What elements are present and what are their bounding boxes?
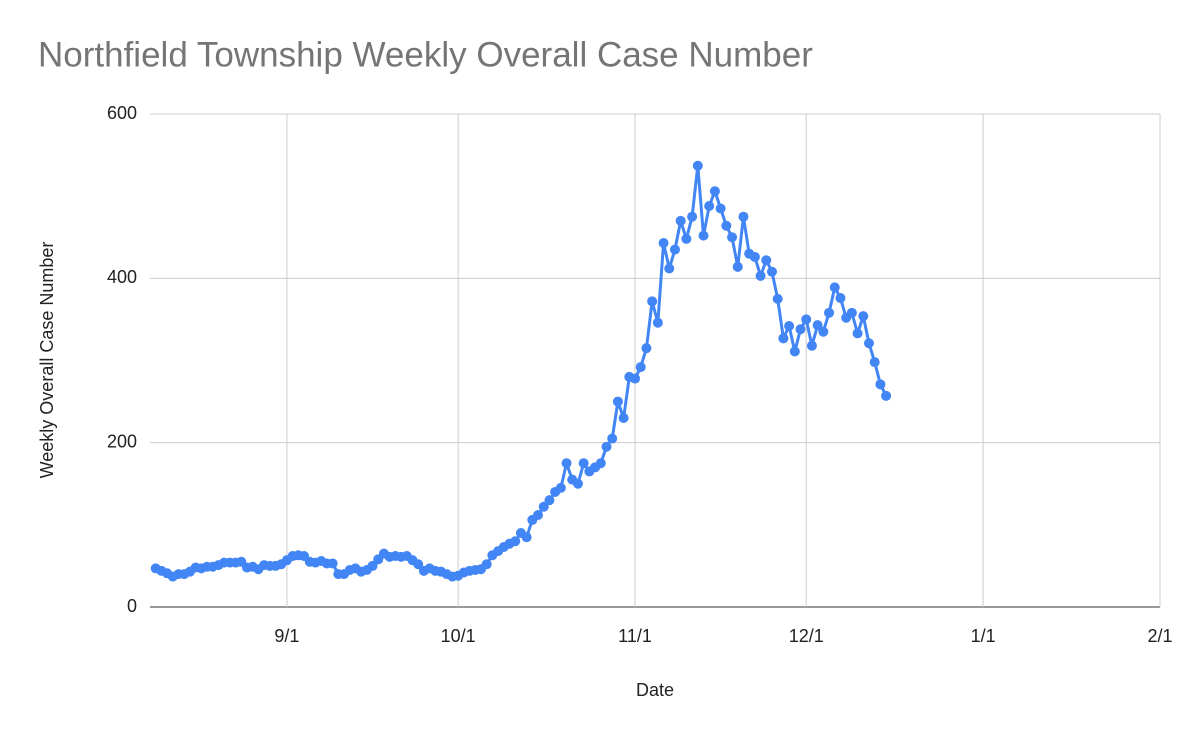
x-tick-label: 9/1 — [274, 626, 299, 646]
point — [521, 532, 532, 543]
point — [630, 373, 641, 384]
x-tick-label: 1/1 — [971, 626, 996, 646]
point — [749, 251, 760, 262]
point — [778, 333, 789, 344]
point — [687, 211, 698, 222]
point — [766, 266, 777, 277]
point — [846, 307, 857, 318]
x-tick-label: 2/1 — [1147, 626, 1172, 646]
point — [698, 230, 709, 241]
point — [869, 357, 880, 368]
point — [761, 255, 772, 266]
y-axis-label: Weekly Overall Case Number — [37, 242, 57, 479]
point — [510, 536, 521, 547]
point — [755, 270, 766, 281]
point — [555, 482, 566, 493]
point — [647, 296, 658, 307]
point — [658, 238, 669, 249]
point — [572, 478, 583, 489]
point — [812, 320, 823, 331]
point — [481, 559, 492, 570]
point — [875, 379, 886, 390]
point — [595, 458, 606, 469]
x-tick-label: 12/1 — [789, 626, 824, 646]
point — [818, 326, 829, 337]
point — [795, 324, 806, 335]
point — [852, 328, 863, 339]
point — [533, 509, 544, 520]
point — [727, 232, 738, 243]
point — [635, 362, 646, 373]
y-tick-label: 0 — [127, 596, 137, 616]
point — [806, 340, 817, 351]
point — [612, 396, 623, 407]
point — [681, 233, 692, 244]
y-tick-label: 600 — [107, 103, 137, 123]
line — [155, 164, 888, 579]
point — [858, 311, 869, 322]
point — [863, 338, 874, 349]
point — [692, 160, 703, 171]
point — [413, 559, 424, 570]
point — [578, 458, 589, 469]
point — [789, 346, 800, 357]
point — [618, 413, 629, 424]
point — [652, 317, 663, 328]
point — [824, 307, 835, 318]
x-tick-label: 10/1 — [441, 626, 476, 646]
point — [835, 293, 846, 304]
point — [669, 244, 680, 255]
point — [709, 186, 720, 197]
point — [801, 314, 812, 325]
point — [561, 458, 572, 469]
point — [829, 282, 840, 293]
point — [601, 441, 612, 452]
point — [721, 220, 732, 231]
point — [544, 495, 555, 506]
chart-title: Northfield Township Weekly Overall Case … — [38, 35, 813, 74]
y-tick-label: 400 — [107, 267, 137, 287]
x-axis-label: Date — [636, 680, 674, 700]
point — [738, 211, 749, 222]
point — [715, 203, 726, 214]
point — [664, 263, 675, 274]
point — [675, 215, 686, 226]
point — [607, 433, 618, 444]
point — [538, 501, 549, 512]
point — [367, 560, 378, 571]
point — [881, 390, 892, 401]
x-tick-label: 11/1 — [618, 626, 652, 646]
point — [704, 201, 715, 212]
point — [772, 293, 783, 304]
point — [784, 320, 795, 331]
y-tick-label: 200 — [107, 431, 137, 451]
point — [641, 343, 652, 354]
point — [732, 261, 743, 272]
point — [327, 558, 338, 569]
